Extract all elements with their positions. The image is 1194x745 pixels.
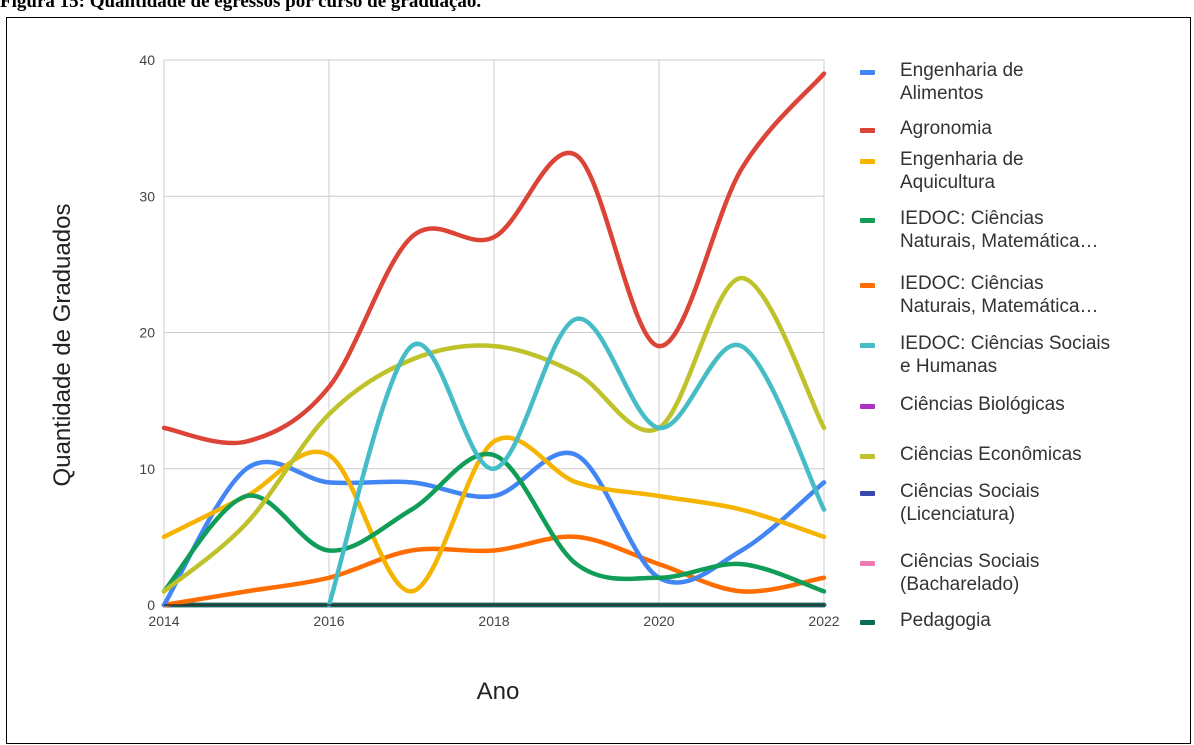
- legend-item-7[interactable]: Ciências Econômicas: [860, 444, 1082, 465]
- series-line-2: [161, 435, 827, 594]
- gridlines: [163, 59, 825, 606]
- x-tick-label-2018: 2018: [478, 613, 509, 629]
- legend-label-2-0: Engenharia de: [900, 149, 1024, 170]
- legend-label-10-0: Pedagogia: [900, 610, 991, 631]
- legend-swatch-6: [860, 404, 875, 409]
- legend-swatch-4: [860, 283, 875, 288]
- legend-swatch-9: [860, 561, 875, 566]
- legend-swatch-2: [860, 159, 875, 164]
- legend-label-9-1: (Bacharelado): [900, 574, 1019, 595]
- x-tick-label-2014: 2014: [148, 613, 179, 629]
- line-chart: 0 10 20 30 40 2014 2016 2018 2020 2022 Ano Quanti…: [49, 52, 1110, 705]
- y-tick-label-40: 40: [139, 52, 155, 68]
- axes: 0 10 20 30 40 2014 2016 2018 2020 2022: [139, 52, 839, 629]
- legend-swatch-8: [860, 491, 875, 496]
- legend-item-6[interactable]: Ciências Biológicas: [860, 394, 1065, 415]
- x-axis-title: Ano: [477, 678, 520, 705]
- chart-frame: 0 10 20 30 40 2014 2016 2018 2020 2022 Ano Quanti…: [6, 17, 1191, 744]
- legend-item-8[interactable]: Ciências Sociais(Licenciatura): [860, 481, 1039, 525]
- legend-swatch-5: [860, 343, 875, 348]
- legend-label-0-1: Alimentos: [900, 83, 983, 104]
- legend-swatch-7: [860, 454, 875, 459]
- x-tick-label-2022: 2022: [808, 613, 839, 629]
- legend-swatch-10: [860, 620, 875, 625]
- legend-label-1-0: Agronomia: [900, 118, 992, 139]
- legend-label-0-0: Engenharia de: [900, 60, 1024, 81]
- legend-label-3-1: Naturais, Matemática…: [900, 231, 1099, 252]
- series-line-7: [161, 275, 827, 594]
- legend-label-9-0: Ciências Sociais: [900, 551, 1039, 572]
- series-line-4: [161, 534, 827, 608]
- legend-label-6-0: Ciências Biológicas: [900, 394, 1065, 415]
- y-tick-label-0: 0: [147, 597, 155, 613]
- legend-label-7-0: Ciências Econômicas: [900, 444, 1082, 465]
- y-tick-label-10: 10: [139, 461, 155, 477]
- y-tick-label-30: 30: [139, 188, 155, 204]
- y-tick-label-20: 20: [139, 325, 155, 341]
- legend-label-4-1: Naturais, Matemática…: [900, 296, 1099, 317]
- series-line-1: [161, 71, 827, 446]
- legend: Engenharia deAlimentosAgronomiaEngenhari…: [860, 60, 1110, 631]
- legend-item-1[interactable]: Agronomia: [860, 118, 992, 139]
- legend-label-2-1: Aquicultura: [900, 172, 995, 193]
- legend-item-9[interactable]: Ciências Sociais(Bacharelado): [860, 551, 1039, 595]
- legend-swatch-3: [860, 218, 875, 223]
- x-tick-label-2016: 2016: [313, 613, 344, 629]
- series-line-3: [161, 451, 827, 594]
- legend-item-10[interactable]: Pedagogia: [860, 610, 991, 631]
- legend-label-8-0: Ciências Sociais: [900, 481, 1039, 502]
- figure-caption: Figura 15: Quantidade de egressos por cu…: [0, 0, 482, 12]
- legend-label-5-0: IEDOC: Ciências Sociais: [900, 333, 1110, 354]
- legend-label-5-1: e Humanas: [900, 356, 997, 377]
- legend-swatch-1: [860, 128, 875, 133]
- x-tick-label-2020: 2020: [643, 613, 674, 629]
- legend-label-3-0: IEDOC: Ciências: [900, 208, 1044, 229]
- legend-swatch-0: [860, 70, 875, 75]
- series-line-5: [326, 316, 827, 608]
- legend-label-4-0: IEDOC: Ciências: [900, 273, 1044, 294]
- legend-label-8-1: (Licenciatura): [900, 504, 1015, 525]
- y-axis-title: Quantidade de Graduados: [49, 204, 76, 487]
